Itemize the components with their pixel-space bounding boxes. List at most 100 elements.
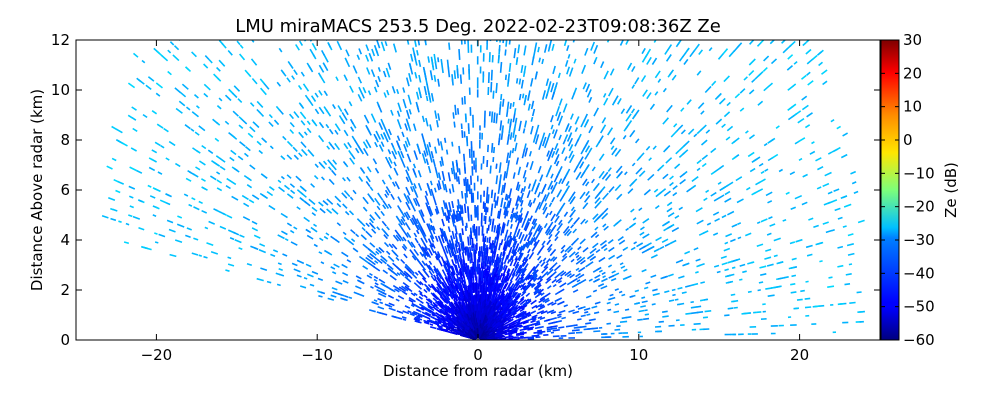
reflectivity-gates <box>110 42 794 301</box>
reflectivity-gates <box>189 53 798 325</box>
reflectivity-gates <box>673 82 853 319</box>
reflectivity-gates <box>350 131 607 315</box>
reflectivity-gates <box>167 40 857 293</box>
reflectivity-gates <box>372 181 580 315</box>
reflectivity-gates <box>282 66 651 335</box>
x-tick-label: 10 <box>629 346 648 364</box>
reflectivity-gates <box>121 40 828 245</box>
colorbar-tick-label: −10 <box>903 164 935 182</box>
reflectivity-gates <box>396 147 569 276</box>
reflectivity-gates <box>128 40 857 318</box>
reflectivity-gates <box>381 192 545 316</box>
reflectivity-gates <box>127 54 835 288</box>
reflectivity-gates <box>281 42 648 312</box>
reflectivity-gates <box>435 263 521 325</box>
reflectivity-gates <box>249 40 736 334</box>
reflectivity-gates <box>106 40 854 237</box>
reflectivity-gates <box>415 244 535 312</box>
x-axis-ticks: −20 −10 0 10 20 <box>141 40 809 364</box>
x-tick-label: −10 <box>301 346 333 364</box>
reflectivity-gates <box>465 312 486 339</box>
reflectivity-gates <box>365 153 563 313</box>
reflectivity-gates <box>388 190 562 319</box>
reflectivity-gates <box>212 40 859 253</box>
colorbar-tick-label: −60 <box>903 331 935 349</box>
reflectivity-gates <box>153 47 798 331</box>
reflectivity-gates <box>373 120 550 282</box>
reflectivity-gates <box>147 50 806 244</box>
reflectivity-gates <box>453 281 499 334</box>
colorbar-tick-label: 20 <box>903 64 922 82</box>
reflectivity-gates <box>154 40 862 294</box>
reflectivity-gates <box>253 64 686 271</box>
reflectivity-gates <box>388 172 591 331</box>
reflectivity-gates <box>185 66 820 308</box>
y-tick-label: 0 <box>60 331 70 349</box>
reflectivity-gates <box>366 182 581 283</box>
y-tick-label: 10 <box>51 81 70 99</box>
colorbar-tick-label: −40 <box>903 264 935 282</box>
reflectivity-gates <box>377 178 580 332</box>
reflectivity-gates <box>365 148 591 311</box>
reflectivity-gates <box>117 40 831 268</box>
reflectivity-gates <box>137 43 848 277</box>
reflectivity-gates <box>374 202 533 302</box>
reflectivity-gates <box>108 70 856 331</box>
y-tick-label: 12 <box>51 31 70 49</box>
reflectivity-gates <box>129 40 863 313</box>
colorbar-tick-label: 10 <box>903 98 922 116</box>
colorbar <box>880 39 900 341</box>
reflectivity-gates <box>396 188 576 339</box>
reflectivity-gates <box>336 98 619 302</box>
colorbar-label: Ze (dB) <box>942 162 960 218</box>
reflectivity-gates <box>381 150 589 314</box>
reflectivity-gates <box>414 223 565 329</box>
reflectivity-gates <box>374 180 592 325</box>
reflectivity-gates <box>320 112 623 297</box>
reflectivity-gates <box>101 50 811 326</box>
reflectivity-gates <box>337 123 576 296</box>
x-tick-label: −20 <box>141 346 173 364</box>
reflectivity-gates <box>293 40 699 315</box>
reflectivity-gates <box>203 40 788 268</box>
reflectivity-gates <box>423 233 553 331</box>
y-tick-label: 4 <box>60 231 70 249</box>
reflectivity-gates <box>451 270 525 307</box>
reflectivity-gates <box>410 196 562 323</box>
reflectivity-gates <box>136 40 841 282</box>
reflectivity-gates <box>447 269 507 314</box>
x-tick-label: 0 <box>473 346 483 364</box>
reflectivity-gates <box>165 41 778 327</box>
colorbar-tick-label: −50 <box>903 298 935 316</box>
reflectivity-gates <box>419 237 542 315</box>
reflectivity-gates <box>330 71 624 256</box>
reflectivity-gates <box>155 54 852 286</box>
reflectivity-gates <box>454 224 539 334</box>
reflectivity-gates <box>111 55 865 247</box>
reflectivity-gates <box>151 77 222 201</box>
reflectivity-gates <box>131 40 824 317</box>
reflectivity-gates <box>304 47 650 298</box>
reflectivity-gates <box>382 194 587 329</box>
reflectivity-gates <box>299 40 671 275</box>
reflectivity-gates <box>242 44 678 221</box>
y-tick-label: 6 <box>60 181 70 199</box>
reflectivity-gates <box>398 218 518 309</box>
reflectivity-gates <box>387 108 588 209</box>
reflectivity-gates <box>383 144 602 288</box>
reflectivity-gates <box>417 220 541 299</box>
y-tick-label: 2 <box>60 281 70 299</box>
reflectivity-gates <box>113 67 768 235</box>
reflectivity-gates <box>178 40 811 138</box>
reflectivity-gates <box>165 40 849 335</box>
colorbar-tick-label: −20 <box>903 198 935 216</box>
colorbar-ticks: 30 20 10 0 −10 −20 −30 −40 −50 −60 <box>881 31 935 349</box>
reflectivity-gates <box>355 97 615 279</box>
reflectivity-field <box>101 40 865 340</box>
reflectivity-gates <box>370 163 594 330</box>
colorbar-tick-label: 30 <box>903 31 922 49</box>
reflectivity-gates <box>836 125 842 130</box>
colorbar-tick-label: −30 <box>903 231 935 249</box>
reflectivity-gates <box>184 40 773 313</box>
reflectivity-gates <box>203 41 838 315</box>
